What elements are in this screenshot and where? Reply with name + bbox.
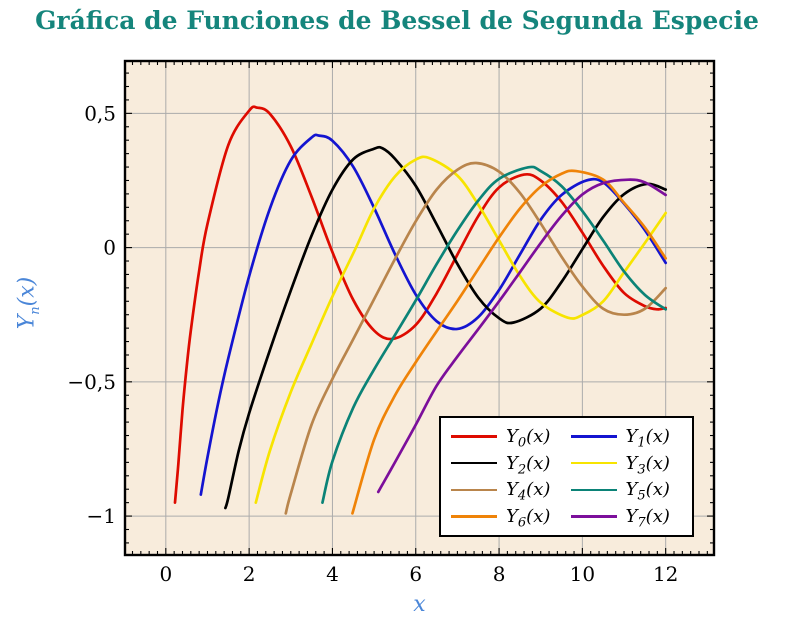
x-tick-label: 2: [243, 562, 256, 586]
plot-frame: [123, 59, 716, 557]
curve-Y2: [224, 145, 668, 510]
legend-item-Y7: Y7(x): [570, 506, 691, 531]
legend-label: Y6(x): [506, 506, 551, 531]
x-tick-label: 10: [570, 562, 595, 586]
x-tick-label: 4: [326, 562, 339, 586]
legend-item-Y0: Y0(x): [451, 425, 571, 451]
legend-line-swatch: [451, 461, 497, 465]
legend-line-swatch: [570, 435, 617, 438]
x-tick-label: 8: [493, 562, 506, 586]
y-label-subscript: n: [27, 306, 43, 315]
chart-title: Gráfica de Funciones de Bessel de Segund…: [35, 6, 759, 35]
legend-item-Y5: Y5(x): [570, 479, 691, 504]
legend-label: Y2(x): [506, 452, 551, 478]
x-axis-label: x: [413, 592, 426, 617]
curve-Y5: [321, 165, 668, 504]
legend-item-Y2: Y2(x): [451, 452, 571, 478]
curve-Y3: [254, 155, 668, 504]
legend: Y0(x) Y1(x) Y2(x) Y3(x) Y4(x) Y5(x) Y6(x) Y7(x): [439, 416, 694, 537]
legend-label: Y7(x): [625, 506, 670, 531]
curve-Y6: [351, 169, 668, 515]
legend-line-swatch: [451, 435, 497, 438]
legend-item-Y1: Y1(x): [570, 425, 691, 451]
y-tick-label: 0,5: [84, 101, 116, 125]
legend-line-swatch: [570, 515, 617, 518]
legend-item-Y3: Y3(x): [570, 452, 691, 478]
legend-label: Y1(x): [625, 425, 670, 451]
y-tick-label: −1: [87, 504, 116, 528]
x-tick-label: 12: [653, 562, 678, 586]
legend-line-swatch: [570, 461, 617, 465]
legend-label: Y5(x): [625, 479, 670, 504]
curve-Y0: [173, 105, 668, 504]
curve-Y1: [199, 133, 668, 496]
curve-Y7: [376, 178, 668, 494]
y-tick-label: 0: [103, 236, 116, 260]
legend-line-swatch: [570, 488, 617, 492]
legend-label: Y0(x): [506, 425, 551, 451]
curves-group: [173, 105, 668, 515]
legend-item-Y6: Y6(x): [451, 506, 571, 531]
y-label-args: (x): [14, 276, 40, 307]
legend-label: Y3(x): [625, 452, 670, 478]
legend-line-swatch: [451, 488, 497, 492]
y-axis-label: Yn(x): [14, 276, 43, 330]
curve-Y4: [284, 161, 668, 515]
x-tick-label: 0: [159, 562, 172, 586]
legend-label: Y4(x): [506, 479, 551, 504]
legend-item-Y4: Y4(x): [451, 479, 571, 504]
x-tick-label: 6: [409, 562, 422, 586]
legend-line-swatch: [451, 515, 497, 518]
y-label-base: Y: [14, 314, 40, 330]
y-tick-label: −0,5: [67, 370, 116, 394]
